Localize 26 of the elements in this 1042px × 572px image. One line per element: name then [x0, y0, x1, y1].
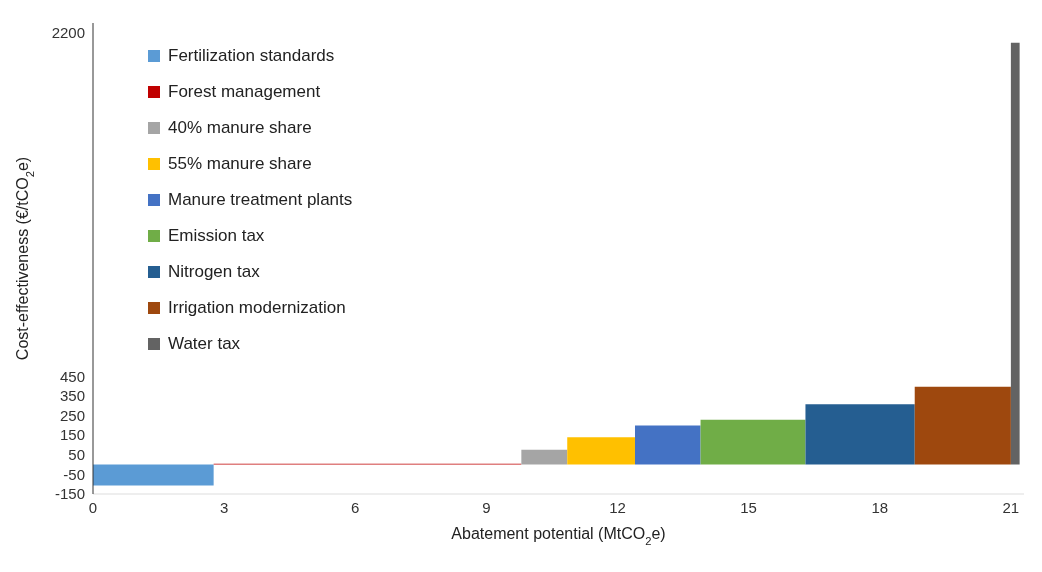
x-tick-label: 0	[88, 498, 98, 516]
x-tick-label: 18	[871, 498, 889, 516]
legend-label: 40% manure share	[168, 117, 312, 139]
x-tick-label: 6	[351, 498, 360, 516]
y-tick-label: 350	[59, 387, 85, 405]
x-axis-title: Abatement potential (MtCO$_{2}$e)	[451, 525, 666, 547]
legend-label: 55% manure share	[168, 153, 312, 175]
legend-label: Emission tax	[168, 225, 265, 247]
y-tick-label: 2200	[51, 24, 85, 42]
y-tick-label: 50	[68, 446, 85, 464]
y-tick-label: 250	[59, 406, 85, 424]
x-tick-label: 3	[219, 498, 229, 516]
legend-label: Irrigation modernization	[168, 297, 346, 319]
y-tick-label: 150	[59, 426, 85, 444]
x-tick-label: 9	[482, 498, 491, 516]
legend-label: Fertilization standards	[168, 45, 335, 67]
legend-label: Nitrogen tax	[168, 261, 260, 283]
y-tick-label: 450	[59, 367, 85, 385]
x-tick-label: 12	[609, 498, 626, 516]
legend-label: Forest management	[168, 81, 321, 103]
legend-label: Manure treatment plants	[168, 189, 353, 211]
y-tick-label: -50	[63, 465, 85, 483]
y-tick-label: -150	[54, 485, 85, 503]
legend-label: Water tax	[168, 333, 241, 355]
x-tick-label: 15	[740, 498, 757, 516]
x-tick-label: 21	[1002, 498, 1020, 516]
